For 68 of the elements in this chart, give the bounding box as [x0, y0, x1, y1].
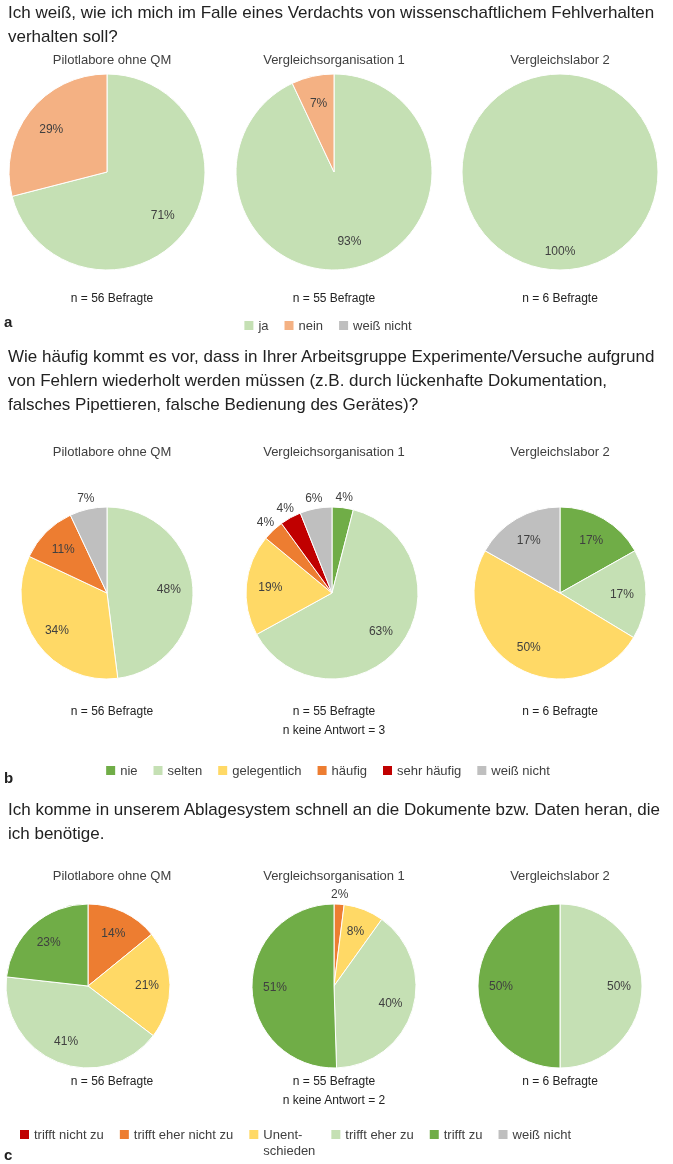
chart-title: Wie häufig kommt es vor, dass in Ihrer Arbeitsgruppe Experimente/Versuche aufgrund von Fehlern wiederholt werden müssen (z.B. durch lückenhafte Dokumentation, falsches Pipettieren, falsche Bedienung des Gerätes)?	[8, 347, 655, 414]
legend-label: Unent-schieden	[263, 1127, 316, 1158]
data-label: 48%	[156, 582, 182, 597]
text: n = 6 Befragte	[522, 1074, 599, 1088]
data-label: 14%	[101, 925, 126, 940]
data-label: 4%	[276, 501, 295, 516]
text: c	[4, 1146, 13, 1163]
legend-label: weiß nicht	[511, 1127, 572, 1142]
data-label: 8%	[346, 924, 365, 939]
text: n = 56 Befragte	[70, 704, 154, 718]
data-label: 21%	[135, 978, 160, 993]
text: n = 55 Befragte n keine Antwort = 3	[282, 704, 386, 737]
legend-label: trifft eher zu	[345, 1127, 414, 1142]
data-label: 2%	[331, 886, 349, 901]
slice-label: Vergleichsorganisation 1	[263, 868, 405, 883]
legend-label: nein	[298, 318, 324, 333]
data-label: 7%	[77, 491, 95, 506]
data-label: 50%	[488, 979, 514, 994]
slice-label: Vergleichslabor 2	[510, 52, 610, 67]
data-label: 40%	[378, 996, 403, 1011]
text: n = 55 Befragte	[292, 291, 376, 305]
text: a	[4, 313, 13, 330]
data-label: 17%	[516, 532, 542, 547]
data-label: 50%	[516, 639, 542, 654]
data-label: 29%	[39, 121, 64, 136]
text: n = 55 Befragte n keine Antwort = 2	[282, 1074, 386, 1107]
data-label: 17%	[579, 532, 604, 547]
slice-label: Pilotlabore ohne QM	[52, 52, 172, 67]
data-label: 100%	[544, 243, 576, 258]
legend-label: ja	[257, 318, 270, 333]
legend-label: gelegentlich	[232, 763, 302, 778]
legend-label: sehr häufig	[397, 763, 462, 778]
text: n = 56 Befragte	[70, 1074, 154, 1088]
data-label: 11%	[51, 542, 76, 557]
data-label: 23%	[36, 935, 61, 950]
data-label: 4%	[256, 515, 275, 530]
text: n = 56 Befragte	[70, 291, 154, 305]
data-label: 51%	[262, 980, 288, 995]
legend-label: weiß nicht	[490, 763, 551, 778]
data-label: 19%	[258, 580, 283, 595]
data-label: 50%	[607, 979, 632, 994]
text: b	[4, 769, 14, 786]
data-label: 41%	[54, 1034, 79, 1049]
data-label: 7%	[309, 96, 328, 111]
chart-title: Ich komme in unserem Ablagesystem schnell an die Dokumente bzw. Daten heran, die ich benötige.	[8, 800, 661, 843]
legend-label: trifft zu	[443, 1127, 483, 1142]
slice-label: Vergleichsorganisation 1	[263, 444, 405, 459]
legend-label: weiß nicht	[352, 318, 412, 333]
data-label: 4%	[335, 489, 354, 504]
legend-label: selten	[167, 763, 203, 778]
data-label: 93%	[337, 234, 362, 249]
legend-label: trifft eher nicht zu	[133, 1127, 234, 1142]
data-label: 63%	[368, 624, 394, 639]
slice-label: Pilotlabore ohne QM	[52, 444, 172, 459]
text: n = 6 Befragte	[522, 704, 599, 718]
legend-label: häufig	[331, 763, 367, 778]
data-label: 71%	[150, 208, 176, 223]
data-label: 17%	[609, 587, 635, 602]
slice-label: Vergleichsorganisation 1	[263, 52, 405, 67]
slice-label: Vergleichslabor 2	[510, 444, 610, 459]
legend-label: nie	[120, 763, 138, 778]
slice-label: Pilotlabore ohne QM	[52, 868, 172, 883]
chart-title: Ich weiß, wie ich mich im Falle eines Verdachts von wissenschaftlichem Fehlverhalten verhalten soll?	[8, 3, 655, 46]
legend-label: trifft nicht zu	[34, 1127, 104, 1142]
slice-label: Vergleichslabor 2	[510, 868, 610, 883]
data-label: 34%	[44, 622, 70, 637]
text: n = 6 Befragte	[522, 291, 599, 305]
data-label: 6%	[305, 490, 323, 505]
